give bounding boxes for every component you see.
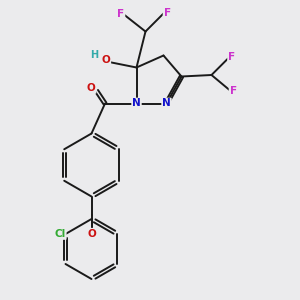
Text: O: O	[87, 229, 96, 239]
Text: F: F	[230, 86, 237, 97]
Text: O: O	[101, 55, 110, 65]
Text: F: F	[164, 8, 171, 18]
Text: Cl: Cl	[55, 229, 66, 239]
Text: O: O	[87, 83, 96, 93]
Text: N: N	[132, 98, 141, 109]
Text: F: F	[228, 52, 235, 62]
Text: H: H	[90, 50, 98, 60]
Text: N: N	[162, 98, 171, 109]
Text: F: F	[117, 9, 124, 20]
